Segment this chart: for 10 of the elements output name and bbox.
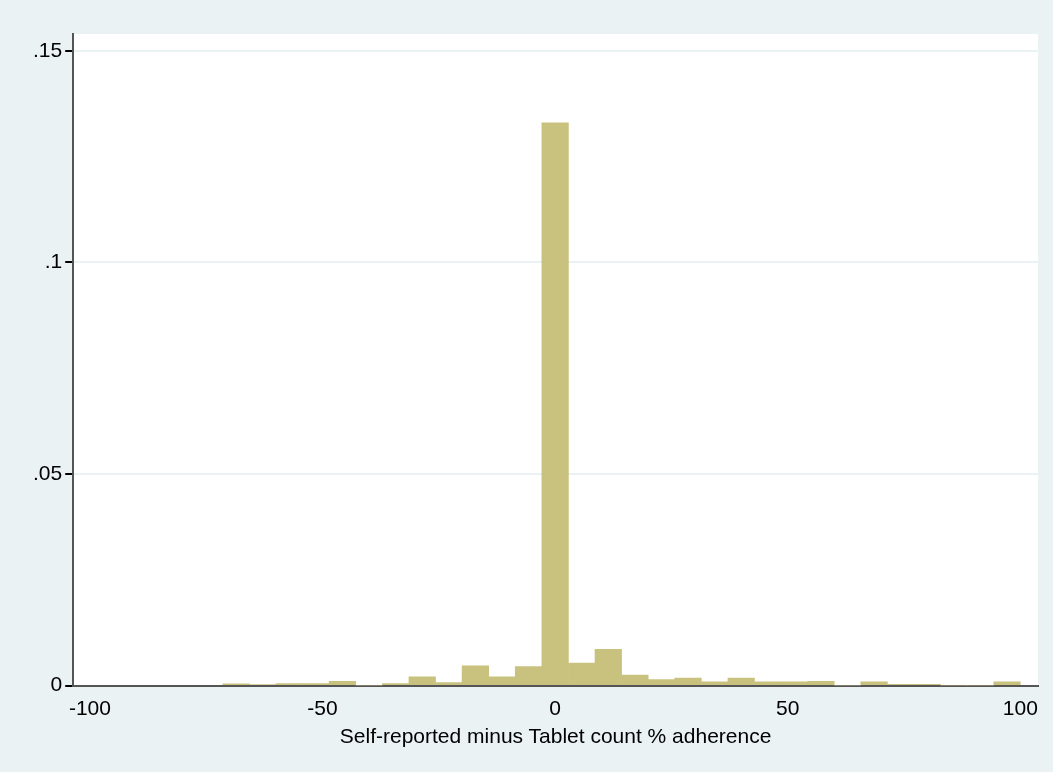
x-tick-label: 0 <box>549 696 561 719</box>
y-tick-label: .1 <box>44 249 63 273</box>
x-tick-label: -50 <box>307 696 338 719</box>
x-axis-title: Self-reported minus Tablet count % adherence <box>339 724 772 748</box>
x-tick-label: 100 <box>1002 696 1038 719</box>
x-tick-label: 50 <box>776 696 800 719</box>
y-tick-label: 0 <box>50 672 63 696</box>
x-tick-label: -100 <box>68 696 111 719</box>
y-tick-label: .15 <box>32 37 63 61</box>
y-tick-label: .05 <box>32 460 63 484</box>
